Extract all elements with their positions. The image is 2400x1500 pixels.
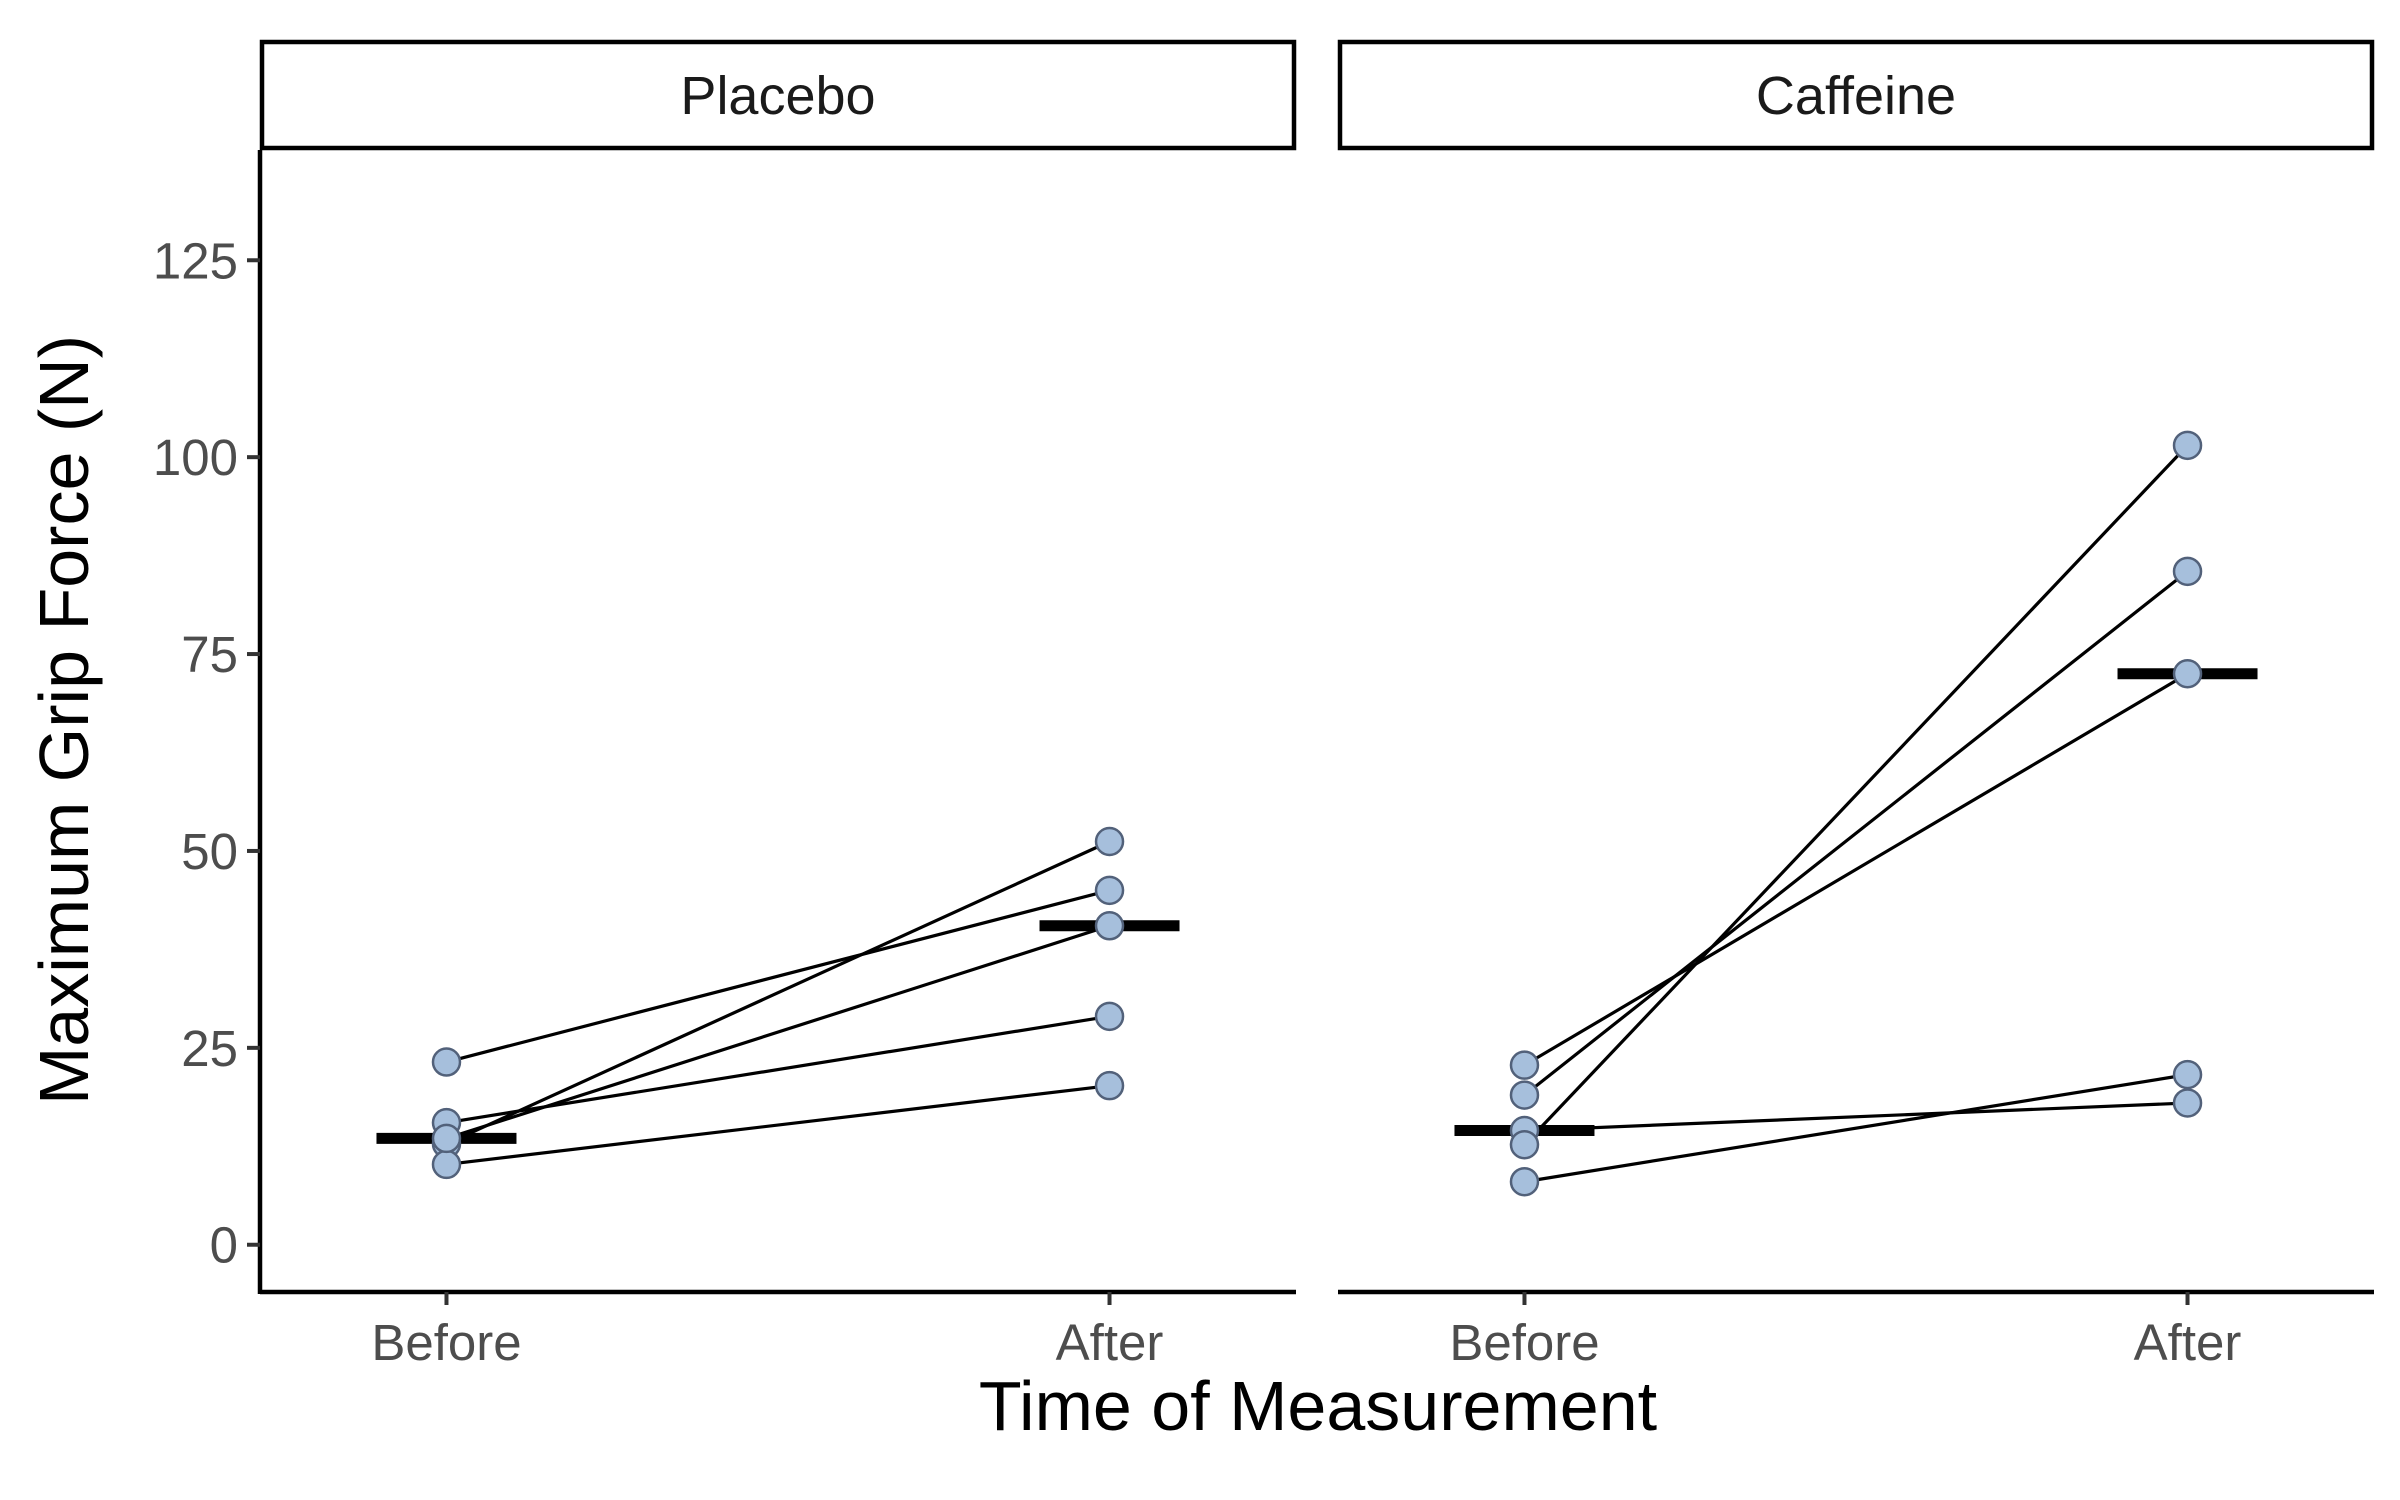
facet-strip-label: Placebo	[680, 66, 875, 126]
y-tick-label: 0	[210, 1217, 238, 1274]
data-point-after	[1094, 1070, 1125, 1101]
pair-line	[446, 1084, 1110, 1166]
pair-line	[1523, 672, 2189, 1067]
data-point-before	[431, 1047, 462, 1077]
data-point-after	[2172, 556, 2203, 587]
pair-line	[446, 888, 1110, 1064]
y-tick-label: 125	[153, 232, 238, 289]
data-point-after	[2172, 1059, 2203, 1090]
pair-line	[1524, 1073, 2188, 1184]
data-point-before	[1509, 1050, 1540, 1080]
data-point-after	[1094, 911, 1125, 941]
facet-strip	[259, 39, 1297, 151]
facet-strip-label: Caffeine	[1756, 66, 1956, 126]
x-tick-label: Before	[371, 1314, 521, 1371]
data-point-after	[2172, 1088, 2203, 1118]
facet-placebo: Placebo Before After	[259, 39, 1297, 1371]
data-point-before	[1509, 1129, 1540, 1160]
data-point-after	[2172, 430, 2203, 461]
x-tick-label: After	[1056, 1314, 1164, 1371]
data-point-before	[1509, 1080, 1540, 1110]
pair-line	[445, 924, 1111, 1140]
y-axis: 0 25 50 75 100 125	[153, 150, 263, 1294]
data-point-before	[431, 1149, 462, 1180]
data-point-after	[1094, 826, 1125, 857]
data-point-after	[1094, 875, 1125, 906]
data-point-before	[1509, 1166, 1540, 1197]
y-axis-title: Maximum Grip Force (N)	[25, 335, 103, 1105]
pair-line	[445, 840, 1111, 1146]
data-point-before	[431, 1123, 462, 1154]
pair-line	[446, 1014, 1110, 1125]
pair-line	[1524, 1101, 2188, 1133]
facets: Placebo Before After Caffeine Before After	[259, 39, 2375, 1371]
data-point-after	[1094, 1001, 1125, 1032]
y-tick-label: 100	[153, 429, 238, 486]
y-tick-label: 25	[181, 1020, 238, 1077]
facet-strip	[1337, 39, 2375, 151]
y-tick-label: 50	[181, 823, 238, 880]
x-tick-label: Before	[1449, 1314, 1599, 1371]
pair-line	[1523, 570, 2189, 1097]
x-tick-label: After	[2134, 1314, 2242, 1371]
facet-caffeine: Caffeine Before After	[1337, 39, 2375, 1371]
y-tick-label: 75	[181, 626, 238, 683]
data-point-after	[2172, 658, 2203, 689]
pair-line	[1523, 444, 2189, 1146]
x-axis-title: Time of Measurement	[979, 1367, 1657, 1445]
